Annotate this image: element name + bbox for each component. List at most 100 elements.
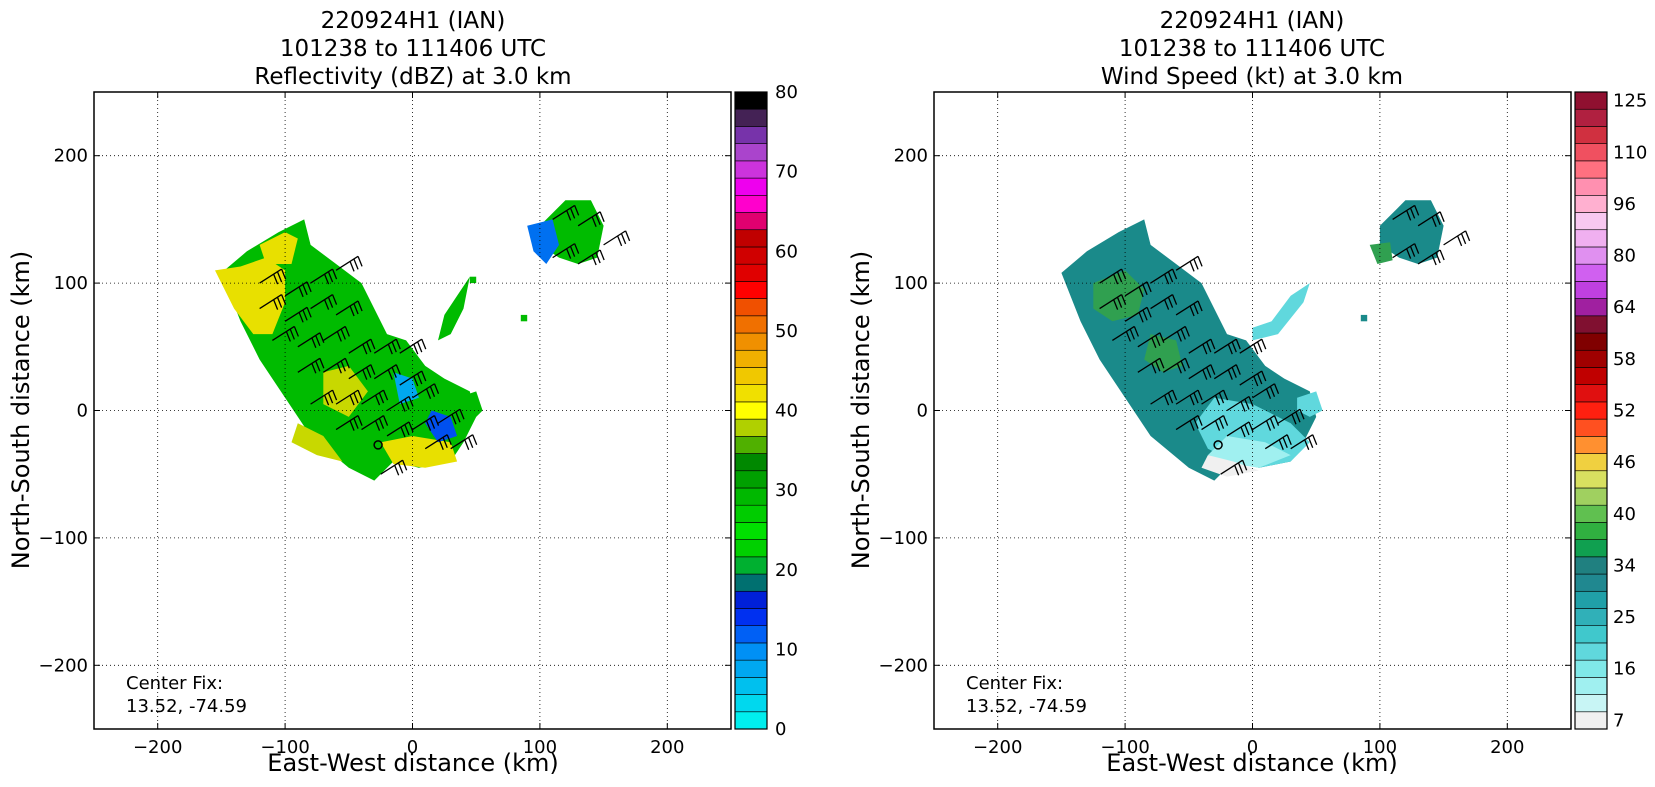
wind-barb	[322, 325, 350, 342]
wind-barb	[1277, 408, 1305, 425]
wind-barb	[310, 294, 338, 310]
colorbar-tick-label: 20	[775, 560, 798, 581]
colorbar-tick-label: 10	[775, 639, 798, 660]
colorbar-segment	[734, 453, 768, 472]
wind-barb	[1137, 357, 1165, 374]
wind-barb	[348, 338, 376, 355]
wind-barb	[1201, 389, 1229, 406]
wind-barb	[1188, 364, 1216, 380]
colorbar-segment	[1574, 677, 1608, 695]
wind-barb	[284, 281, 312, 298]
colorbar-segment	[734, 384, 768, 403]
colorbar-tick-label: 40	[775, 401, 798, 422]
colorbar-segment	[1574, 556, 1608, 575]
wind-barb	[1417, 211, 1445, 228]
wind-barb	[1213, 338, 1241, 355]
colorbar-segment	[1574, 470, 1608, 489]
colorbar-segment	[1574, 401, 1608, 420]
center-marker	[1213, 440, 1223, 450]
colorbar-segment	[734, 470, 768, 489]
colorbar-tick-label: 58	[1613, 349, 1636, 370]
colorbar-segment	[734, 281, 768, 299]
wind-barb	[603, 230, 631, 247]
wind-barb	[259, 294, 287, 310]
colorbar-tick-label: 80	[1613, 246, 1636, 267]
colorbar-tick-label: 40	[1613, 504, 1636, 525]
colorbar-segment	[1574, 143, 1608, 162]
colorbar-segment	[1574, 694, 1608, 713]
colorbar-segment	[1574, 590, 1608, 609]
echo-region-6	[1252, 283, 1310, 341]
colorbar-segment	[1574, 711, 1608, 730]
colorbar-segment	[1574, 384, 1608, 403]
colorbar-segment	[734, 143, 768, 162]
wind-barb	[1162, 357, 1190, 374]
wind-barb	[1175, 300, 1203, 317]
wind-y-ticks: −200 −100 0 100 200	[879, 146, 1571, 676]
echo-region-12	[520, 314, 528, 322]
colorbar-segment	[734, 590, 768, 609]
wind-barb	[1239, 338, 1267, 355]
wind-barb	[259, 268, 287, 285]
reflectivity-x-axis-label: East-West distance (km)	[267, 749, 558, 777]
wind-x-ticks: −200 −100 0 100 200	[973, 92, 1524, 758]
wind-barb	[1099, 268, 1127, 285]
wind-barb	[1264, 434, 1292, 450]
echo-region-2	[259, 232, 298, 264]
colorbar-segment	[1574, 625, 1608, 644]
colorbar-segment	[734, 126, 768, 144]
x-tick-label: −200	[973, 737, 1022, 758]
colorbar-segment	[1574, 659, 1608, 678]
y-tick-label: 0	[917, 401, 928, 422]
colorbar-segment	[1574, 573, 1608, 592]
wind-barb	[322, 357, 350, 374]
wind-barb	[1099, 294, 1127, 310]
wind-barb	[1124, 306, 1152, 323]
colorbar-tick-label: 50	[775, 321, 798, 342]
wind-barb	[1175, 389, 1203, 406]
wind-colorbar: 7 16 25 34 40 46 52 58 64 80 96 110 125	[1574, 91, 1647, 731]
y-tick-label: 200	[894, 146, 928, 167]
echo-region-7	[1297, 391, 1323, 417]
colorbar-segment	[734, 401, 768, 420]
colorbar-tick-label: 125	[1613, 91, 1647, 112]
reflectivity-center-fix-label: Center Fix:	[126, 673, 223, 694]
x-tick-label: 100	[523, 737, 557, 758]
y-tick-label: 200	[54, 146, 88, 167]
wind-barb	[1201, 415, 1229, 431]
colorbar-tick-label: 96	[1613, 194, 1636, 215]
echo-region-8	[1379, 200, 1444, 264]
colorbar-segment	[1574, 522, 1608, 540]
colorbar-segment	[734, 418, 768, 437]
colorbar-segment	[1574, 487, 1608, 506]
wind-speed-panel: 220924H1 (IAN) 101238 to 111406 UTC Wind…	[847, 8, 1647, 777]
wind-barb	[1124, 281, 1152, 298]
echo-region-11	[527, 219, 559, 264]
wind-barb	[297, 332, 325, 349]
wind-barb	[373, 338, 401, 355]
wind-barb	[1213, 364, 1241, 380]
colorbar-segment	[734, 659, 768, 678]
colorbar-segment	[734, 677, 768, 695]
colorbar-segment	[1574, 263, 1608, 282]
wind-barb	[373, 364, 401, 380]
colorbar-segment	[734, 711, 768, 730]
wind-barb	[1252, 415, 1280, 431]
colorbar-segment	[734, 642, 768, 661]
colorbar-frame	[734, 91, 768, 730]
colorbar-segment	[1574, 332, 1608, 351]
wind-barb	[335, 389, 363, 406]
colorbar-segment	[734, 194, 768, 213]
colorbar-tick-label: 64	[1613, 297, 1636, 318]
wind-barb	[399, 338, 427, 355]
wind-wind-barbs	[1099, 204, 1471, 476]
wind-barb	[1252, 383, 1280, 400]
wind-barb	[297, 357, 325, 374]
colorbar-segment	[1574, 504, 1608, 523]
reflectivity-y-axis-label: North-South distance (km)	[7, 251, 35, 570]
colorbar-segment	[734, 229, 768, 248]
wind-barb	[1150, 294, 1178, 310]
colorbar-segment	[1574, 160, 1608, 179]
colorbar-segment	[734, 608, 768, 627]
echo-region-7	[425, 410, 458, 443]
